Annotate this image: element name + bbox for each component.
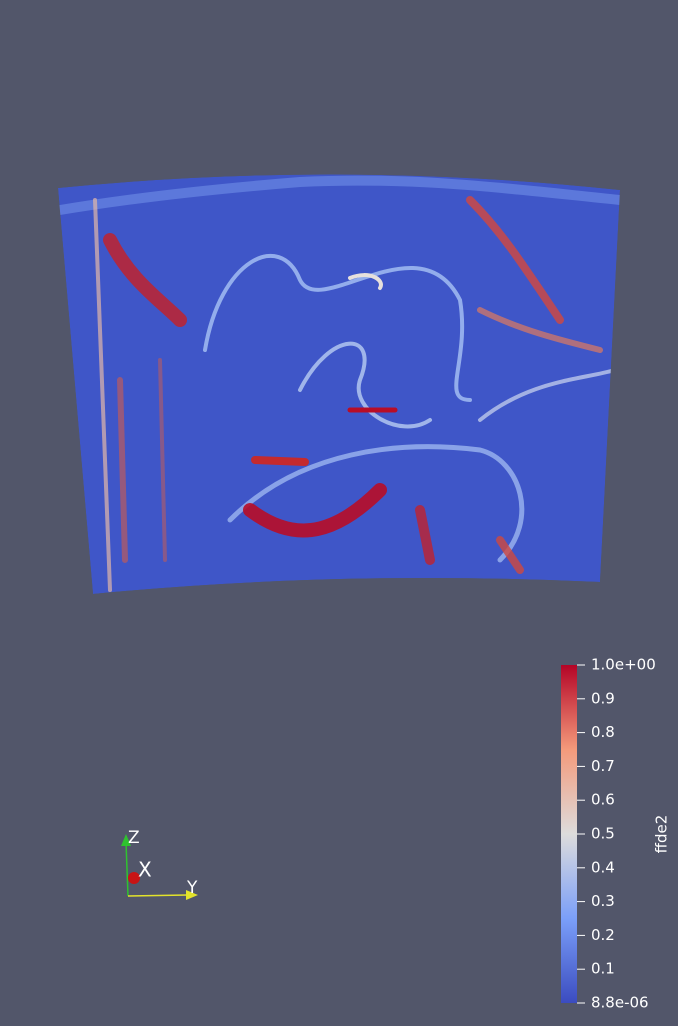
tick-label: 0.1: [591, 960, 615, 978]
tick-label: 0.3: [591, 892, 615, 910]
tick-label: 0.9: [591, 689, 615, 707]
color-bar-title: ffde2: [653, 815, 671, 854]
tick-label: 0.7: [591, 757, 615, 775]
color-bar-gradient: [561, 665, 577, 1003]
max-label: 1.0e+00: [591, 656, 656, 674]
z-axis: [125, 841, 129, 897]
z-label: Z: [128, 828, 140, 848]
z-arrow: [121, 834, 131, 846]
x-axis-marker: [128, 872, 140, 884]
tick-label: 0.5: [591, 825, 615, 843]
orientation-axes: Z X Y: [121, 828, 198, 900]
y-axis: [127, 894, 189, 897]
field-render: [58, 174, 620, 594]
color-bar: 1.0e+00 8.8e-06 ffde2 0.9 0.8 0.7 0.6 0.5 0.4…: [561, 656, 671, 1012]
tick-label: 0.4: [591, 858, 615, 876]
tick-label: 0.6: [591, 791, 615, 809]
y-label: Y: [186, 878, 198, 898]
y-arrow: [186, 890, 198, 900]
min-label: 8.8e-06: [591, 994, 649, 1012]
x-label: X: [138, 858, 152, 882]
tick-label: 0.2: [591, 926, 615, 944]
tick-label: 0.8: [591, 723, 615, 741]
